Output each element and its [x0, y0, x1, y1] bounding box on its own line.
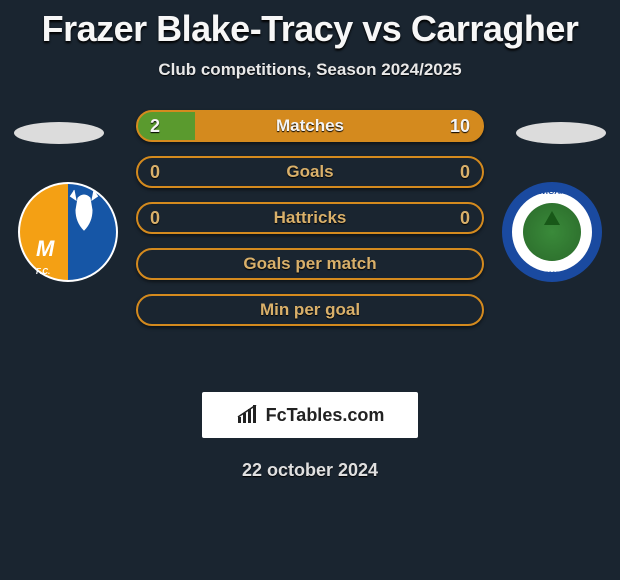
vs-text: vs [362, 8, 401, 49]
player1-name: Frazer Blake-Tracy [42, 8, 353, 49]
stag-icon [62, 188, 106, 238]
stat-right-value: 0 [460, 208, 470, 229]
stat-label: Goals per match [243, 254, 376, 274]
stat-bar-matches: 2 Matches 10 [136, 110, 484, 142]
stat-right-value: 10 [450, 116, 470, 137]
crest-year: 1932 [545, 272, 558, 278]
site-logo[interactable]: FcTables.com [202, 392, 418, 438]
stat-bars: 2 Matches 10 0 Goals 0 0 Hattricks 0 Goa… [136, 110, 484, 340]
date-text: 22 october 2024 [0, 460, 620, 481]
crest-inner [523, 203, 581, 261]
stat-bar-goals: 0 Goals 0 [136, 156, 484, 188]
player1-photo-placeholder [14, 122, 104, 144]
left-club-crest: M F.C. [18, 182, 118, 282]
stat-left-value: 0 [150, 208, 160, 229]
player2-name: Carragher [411, 8, 579, 49]
stat-bar-gpm: Goals per match [136, 248, 484, 280]
subtitle: Club competitions, Season 2024/2025 [0, 60, 620, 80]
stat-bar-hattricks: 0 Hattricks 0 [136, 202, 484, 234]
player2-photo-placeholder [516, 122, 606, 144]
tree-icon [544, 211, 560, 225]
crest-top-text: WIGAN [538, 187, 566, 196]
logo-text: FcTables.com [266, 405, 385, 426]
stat-label: Goals [286, 162, 333, 182]
stat-left-value: 2 [150, 116, 160, 137]
comparison-area: M F.C. WIGAN 1932 2 Matches 10 0 Goals 0… [0, 110, 620, 370]
right-club-crest: WIGAN 1932 [502, 182, 602, 282]
crest-letter: M [36, 236, 54, 262]
stat-right-value: 0 [460, 162, 470, 183]
chart-icon [236, 405, 260, 425]
stat-label: Min per goal [260, 300, 360, 320]
stat-label: Hattricks [274, 208, 347, 228]
stat-bar-mpg: Min per goal [136, 294, 484, 326]
stat-left-value: 0 [150, 162, 160, 183]
page-title: Frazer Blake-Tracy vs Carragher [0, 0, 620, 50]
stat-label: Matches [276, 116, 344, 136]
crest-fc: F.C. [36, 267, 50, 276]
